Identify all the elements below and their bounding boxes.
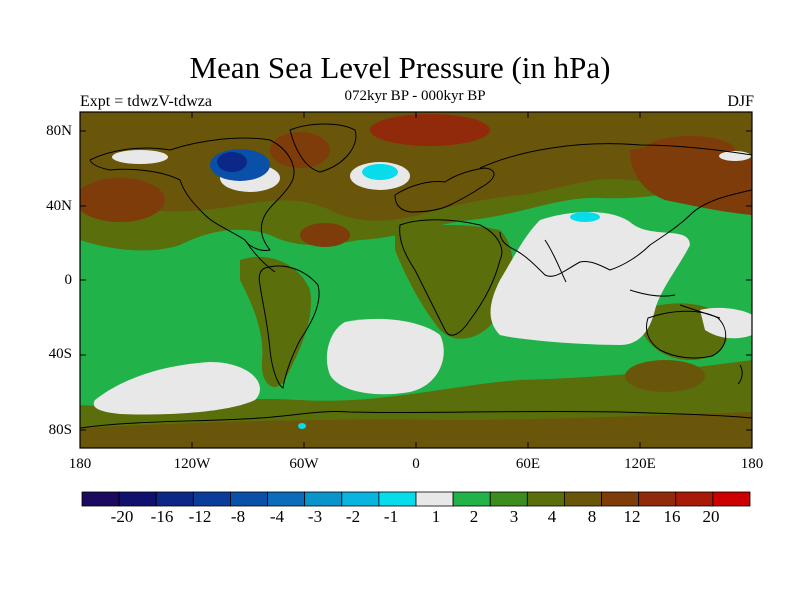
y-tick-label: 0 [64,272,73,288]
coastline-path [737,364,743,385]
brown-band-south [80,412,752,448]
map-subtitle: 072kyr BP - 000kyr BP [344,88,486,104]
low-navy-hudson [217,152,247,172]
colorbar-swatch [155,491,194,507]
colorbar-label: -20 [110,507,134,526]
colorbar-label: 1 [431,507,441,526]
rust-cell-siberia [645,136,735,164]
colorbar-label: -16 [150,507,174,526]
colorbar-label: 3 [509,507,519,526]
y-tick-label: 80S [48,422,72,438]
x-tick-label: 60E [515,456,541,472]
colorbar-swatch [638,491,677,507]
coastline-path [394,167,495,213]
y-tick-label: 40S [48,346,72,362]
coastline-path [479,143,752,277]
colorbar-swatch [526,491,565,507]
low-cyan-antarctic [298,423,306,429]
brown-band-north [80,112,752,221]
colorbar-swatch [304,491,343,507]
colorbar-label: 4 [547,507,557,526]
colorbar-label: -12 [188,507,212,526]
rust-cell-npacific [80,178,165,222]
colorbar-swatch [341,491,380,507]
colorbar-label: -1 [383,507,399,526]
colorbar-label: -3 [307,507,323,526]
colorbar-label: -4 [269,507,285,526]
coastline-path [544,239,567,283]
coastline-path [80,410,752,429]
coastline-path [258,265,320,389]
coastline-path [399,219,503,336]
colorbar-swatch [712,491,751,507]
near-zero-alaska [112,150,168,164]
colorbar-swatch [81,491,120,507]
near-zero-spacific [93,362,260,415]
colorbar-label: -8 [230,507,246,526]
near-zero-indian [490,212,690,345]
colorbar-swatch [267,491,306,507]
season-label: DJF [727,93,754,110]
y-tick-label: 80N [46,123,72,139]
colorbar-label: -2 [345,507,361,526]
x-tick-label: 120E [624,456,656,472]
x-tick-label: 0 [412,456,420,472]
colorbar-swatch [118,491,157,507]
colorbar-swatch [489,491,528,507]
colorbar-swatch [192,491,231,507]
coastline-path [646,310,727,359]
y-tick-label: 40N [46,198,72,214]
x-tick-label: 180 [68,456,92,472]
colorbar-swatch [415,491,454,507]
colorbar-label: 16 [663,507,681,526]
pressure-field [80,112,752,448]
colorbar-label: 8 [587,507,597,526]
coastline-path [289,123,357,173]
colorbar-swatch [675,491,714,507]
olive-africa [395,225,513,339]
coastline-path [89,137,295,251]
rust-cell-greenland [270,132,330,168]
colorbar-swatch [230,491,268,507]
low-cyan-tibet [570,212,600,222]
colorbar-swatch [378,491,417,507]
colorbar-swatch [601,491,640,507]
colorbar [81,491,751,507]
x-tick-label: 120W [173,456,211,472]
colorbar-swatch [564,491,602,507]
red-cell-arctic [370,114,490,146]
colorbar-label: 12 [623,507,641,526]
x-tick-label: 60W [289,456,319,472]
colorbar-label: 20 [702,507,720,526]
map-title: Mean Sea Level Pressure (in hPa) [189,50,611,85]
axis-ticks [79,112,753,448]
rust-cell-natlantic [300,223,350,247]
brown-cell-south-indian [625,360,705,392]
coastlines [80,123,752,429]
low-cyan-iceland [362,164,398,180]
near-zero-satlantic [326,318,444,395]
colorbar-swatch [452,491,491,507]
colorbar-label: 2 [469,507,479,526]
x-tick-label: 180 [740,456,764,472]
coastline-path [244,239,276,273]
experiment-label: Expt = tdwzV-tdwza [80,93,212,110]
